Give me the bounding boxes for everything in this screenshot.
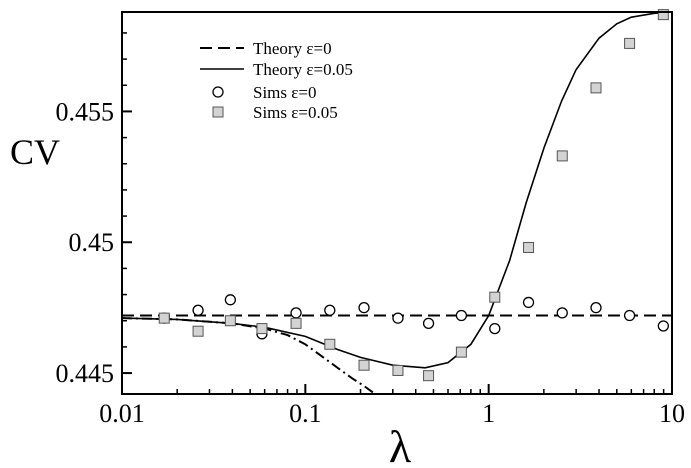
plot-frame (121, 11, 673, 395)
sims-eps0-point (358, 302, 370, 314)
sims-eps005-point (489, 291, 501, 303)
sims-eps005-point (324, 338, 336, 350)
legend-circle-marker (212, 86, 224, 98)
sims-eps005-point (224, 315, 236, 327)
legend-square-marker (212, 106, 224, 118)
sims-eps0-point (392, 312, 404, 324)
sims-eps005-point (657, 9, 669, 21)
x-tick-label: 10 (659, 399, 685, 428)
x-axis-label: λ (389, 421, 412, 468)
sims-eps0-point (455, 309, 468, 322)
sims-eps0-point (489, 322, 501, 335)
x-tick-label: 1 (482, 399, 495, 428)
sims-eps0-point (522, 296, 535, 309)
y-axis-label: CV (10, 132, 60, 172)
sims-eps005-point (624, 37, 636, 49)
approximation-line (122, 317, 376, 394)
sims-eps005-point (423, 370, 435, 382)
sims-eps005-point (192, 325, 204, 337)
sims-eps0-point (623, 309, 636, 322)
legend-label: Theory ε=0 (253, 39, 332, 58)
sims-eps005-point (523, 241, 535, 253)
sims-eps005-point (256, 323, 268, 335)
sims-eps0-point (556, 307, 568, 319)
sims-eps005-point (358, 359, 370, 371)
sims-eps0-point (192, 304, 204, 316)
y-tick-label: 0.455 (56, 97, 115, 126)
sims-eps005-point (392, 364, 404, 376)
y-tick-label: 0.445 (56, 359, 115, 388)
sims-eps005-point (158, 312, 170, 324)
sims-eps005-point (290, 317, 302, 329)
ticks-layer: 0.01 0.1 1 10 0.445 0.45 0.455 (56, 32, 685, 428)
x-tick-label: 0.01 (99, 399, 145, 428)
series-layer (122, 9, 672, 394)
y-tick-label: 0.45 (69, 228, 115, 257)
sims-eps0-point (290, 307, 302, 319)
sims-eps005-point (455, 346, 467, 358)
theory-eps005-line (122, 12, 672, 369)
sims-eps0-point (224, 294, 237, 306)
legend-label: Sims ε=0.05 (253, 103, 338, 122)
sims-eps0-point (657, 320, 669, 332)
sims-eps0-point (590, 302, 602, 314)
legend-label: Theory ε=0.05 (253, 60, 353, 79)
sims-eps005-point (590, 82, 602, 94)
sims-eps005-point (556, 150, 568, 162)
sims-eps0-point (422, 317, 435, 330)
legend-label: Sims ε=0 (253, 83, 317, 102)
sims-eps0-point (324, 304, 336, 316)
x-tick-label: 0.1 (289, 399, 322, 428)
